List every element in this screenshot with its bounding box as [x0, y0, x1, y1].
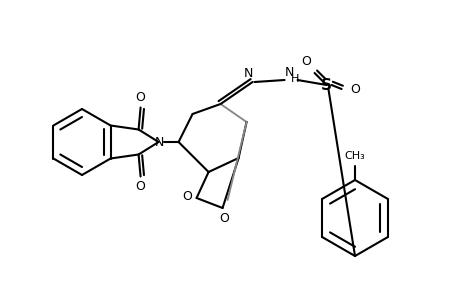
- Text: O: O: [182, 190, 192, 203]
- Text: O: O: [135, 180, 145, 193]
- Text: N: N: [243, 67, 253, 80]
- Text: O: O: [219, 212, 229, 224]
- Text: S: S: [320, 77, 331, 92]
- Text: O: O: [301, 55, 311, 68]
- Text: O: O: [350, 82, 360, 95]
- Text: O: O: [135, 91, 145, 104]
- Text: CH₃: CH₃: [344, 151, 364, 161]
- Text: H: H: [290, 74, 298, 84]
- Text: N: N: [155, 136, 164, 148]
- Text: N: N: [284, 65, 294, 79]
